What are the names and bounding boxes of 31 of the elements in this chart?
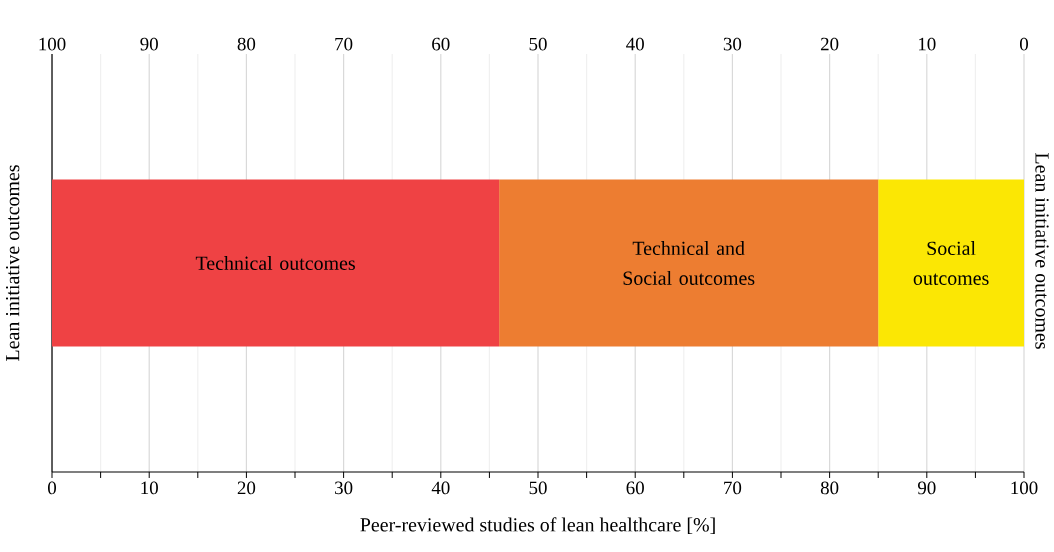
series-label: Technical outcomes <box>195 255 355 270</box>
bar <box>52 179 500 347</box>
x-tick-label: 60 <box>626 481 644 495</box>
y2-axis-title: Lean initiative outcomes <box>1035 153 1049 349</box>
x-tick-label: 70 <box>724 481 742 495</box>
x-tick-label: 80 <box>820 481 839 495</box>
x2-tick-label: 20 <box>820 37 839 51</box>
x2-tick-label: 80 <box>237 37 256 51</box>
x2-tick-label: 60 <box>432 37 450 51</box>
x-axis-title: Peer-reviewed studies of lean healthcare [%] <box>360 517 715 535</box>
x-tick-label: 100 <box>1011 481 1038 495</box>
x2-tick-label: 40 <box>626 37 644 51</box>
series-label: Technical and Social outcomes <box>623 241 755 285</box>
bar <box>499 179 879 347</box>
series-label: Social outcomes <box>913 241 989 285</box>
bar <box>878 179 1025 347</box>
x2-tick-label: 10 <box>918 37 936 51</box>
x-tick-label: 50 <box>529 481 547 495</box>
x2-tick-label: 90 <box>140 37 158 51</box>
x-tick-label: 30 <box>335 481 353 495</box>
x-tick-label: 10 <box>141 481 158 495</box>
x2-tick-label: 30 <box>723 37 742 51</box>
x-tick-label: 0 <box>48 481 57 495</box>
x-tick-label: 40 <box>431 481 450 495</box>
x-tick-label: 20 <box>237 481 256 495</box>
x2-tick-label: 100 <box>39 37 66 51</box>
x2-tick-label: 0 <box>1019 37 1028 51</box>
y-axis-title: Lean initiative outcomes <box>5 165 20 361</box>
x-tick-label: 90 <box>917 481 936 495</box>
x2-tick-label: 70 <box>335 37 353 51</box>
x2-tick-label: 50 <box>529 37 547 51</box>
